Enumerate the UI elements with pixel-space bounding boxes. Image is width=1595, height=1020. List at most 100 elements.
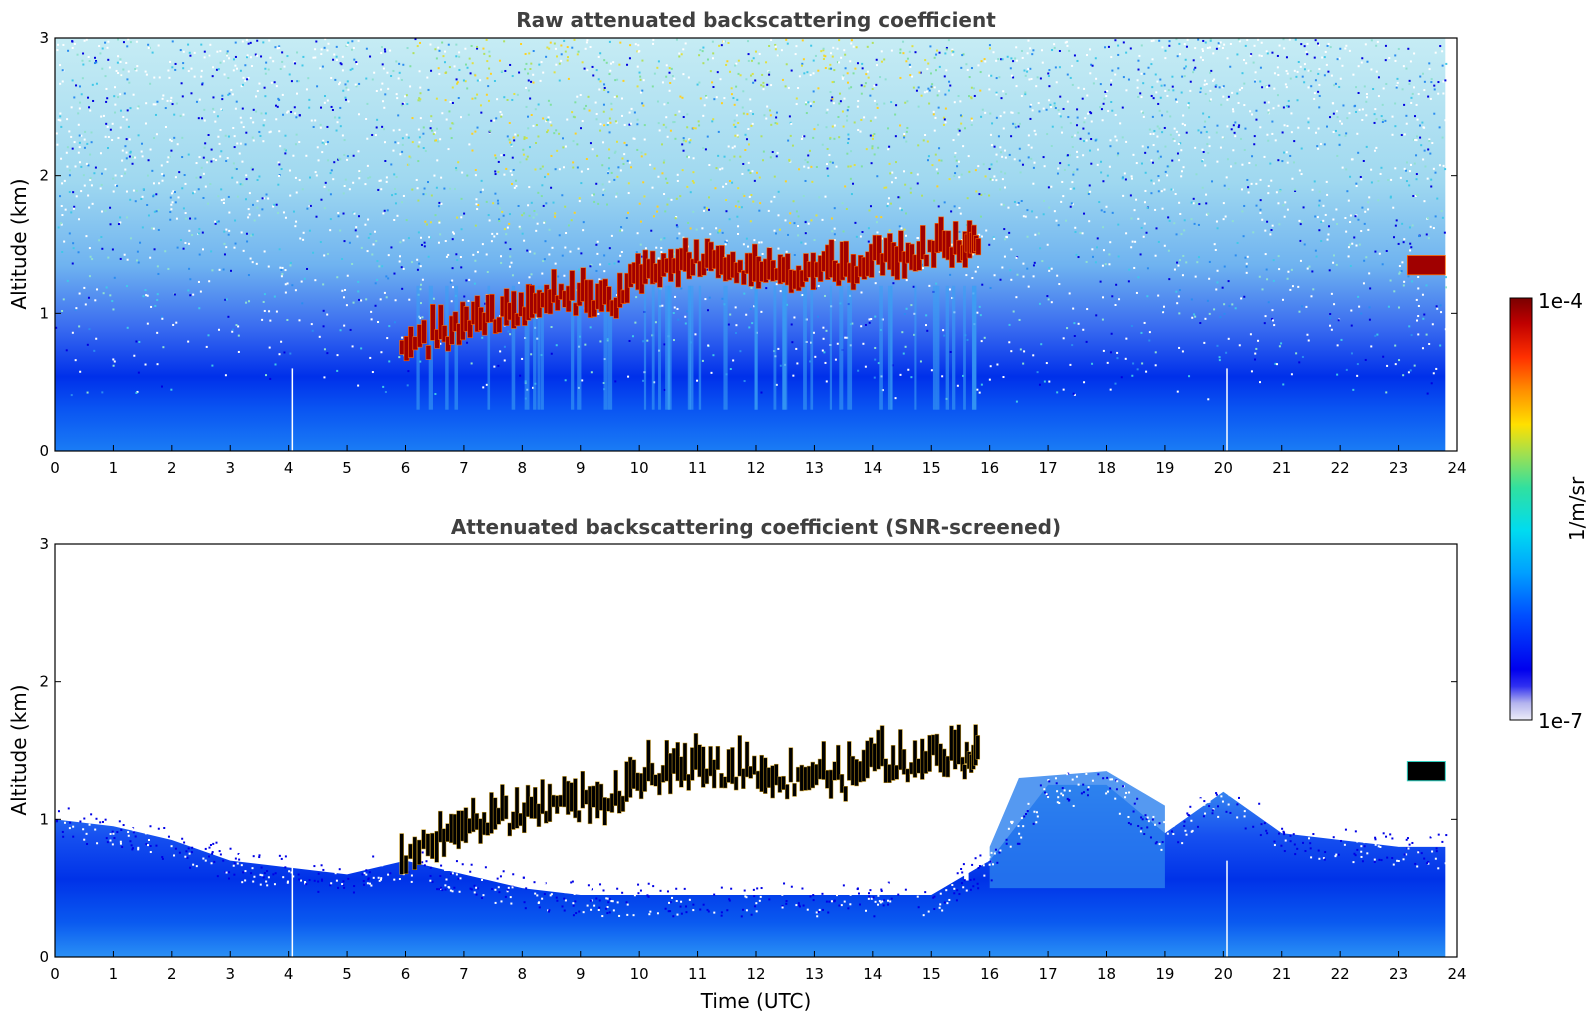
noise-pixel [1208,136,1211,139]
noise-pixel [355,226,358,229]
noise-pixel [1116,351,1119,354]
noise-pixel [1219,41,1222,44]
noise-pixel [1117,152,1120,155]
noise-pixel [1024,93,1027,96]
noise-pixel [167,156,170,159]
noise-pixel [1221,286,1224,289]
noise-pixel [627,182,630,185]
noise-pixel [735,62,738,65]
noise-pixel [366,164,369,167]
noise-pixel [548,253,551,256]
noise-pixel [625,144,628,147]
noise-pixel [954,172,957,175]
noise-pixel [1170,188,1173,191]
noise-pixel [464,63,467,66]
noise-pixel [841,202,844,205]
edge-pixel [976,882,979,885]
edge-pixel [109,833,112,836]
noise-pixel [239,142,242,145]
noise-pixel [264,67,267,70]
noise-pixel [719,168,722,171]
noise-pixel [1202,150,1205,153]
noise-pixel [206,159,209,162]
edge-pixel [1035,821,1038,824]
edge-pixel [922,914,925,917]
noise-pixel [329,218,332,221]
noise-pixel [308,229,311,232]
noise-pixel [355,61,358,64]
noise-pixel [656,210,659,213]
noise-pixel [1002,204,1005,207]
noise-pixel [1150,63,1153,66]
noise-pixel [558,79,561,82]
aerosol-patch [989,771,1165,889]
edge-pixel [375,855,378,858]
noise-pixel [1227,95,1230,98]
edge-pixel [1283,850,1286,853]
noise-pixel [849,165,852,168]
noise-pixel [1138,54,1141,57]
noise-pixel [107,58,110,61]
screened-gap [796,778,801,833]
noise-pixel [308,98,311,101]
noise-pixel [598,88,601,91]
noise-pixel [181,136,184,139]
edge-pixel [274,872,277,875]
noise-pixel [1323,56,1326,59]
noise-pixel [149,82,152,85]
noise-pixel [217,220,220,223]
edge-pixel [1118,812,1121,815]
noise-pixel [1251,113,1254,116]
noise-pixel [1362,159,1365,162]
noise-pixel [908,63,911,66]
cloud-pixel [737,259,744,273]
noise-pixel [1317,147,1320,150]
noise-pixel [1010,350,1013,353]
noise-pixel [583,67,586,70]
noise-pixel [1381,120,1384,123]
noise-pixel [209,183,212,186]
noise-pixel [644,247,647,250]
noise-pixel [411,117,414,120]
noise-pixel [369,176,372,179]
noise-pixel [466,341,469,344]
noise-pixel [1271,132,1274,135]
noise-pixel [371,371,374,374]
noise-pixel [962,145,965,148]
noise-pixel [366,250,369,253]
edge-pixel [962,886,965,889]
edge-pixel [493,872,496,875]
edge-pixel [367,878,370,881]
noise-pixel [153,136,156,139]
noise-pixel [106,125,109,128]
noise-pixel [190,67,193,70]
noise-pixel [1409,242,1412,245]
noise-pixel [1183,67,1186,70]
noise-pixel [1136,79,1139,82]
noise-pixel [1276,94,1279,97]
noise-pixel [1352,388,1355,391]
noise-pixel [438,49,441,52]
noise-pixel [852,45,855,48]
noise-pixel [576,166,579,169]
noise-pixel [758,52,761,55]
noise-pixel [326,253,329,256]
noise-pixel [427,255,430,258]
noise-pixel [1032,264,1035,267]
noise-pixel [1233,131,1236,134]
noise-pixel [1241,72,1244,75]
noise-pixel [1357,151,1360,154]
noise-pixel [301,64,304,67]
noise-pixel [245,301,248,304]
noise-pixel [86,142,89,145]
noise-pixel [275,310,278,313]
noise-pixel [745,78,748,81]
noise-pixel [1031,210,1034,213]
streak [571,285,575,410]
edge-pixel [122,817,125,820]
noise-pixel [78,218,81,221]
noise-pixel [1223,184,1226,187]
noise-pixel [1327,70,1330,73]
noise-pixel [704,298,707,301]
noise-pixel [1223,303,1226,306]
